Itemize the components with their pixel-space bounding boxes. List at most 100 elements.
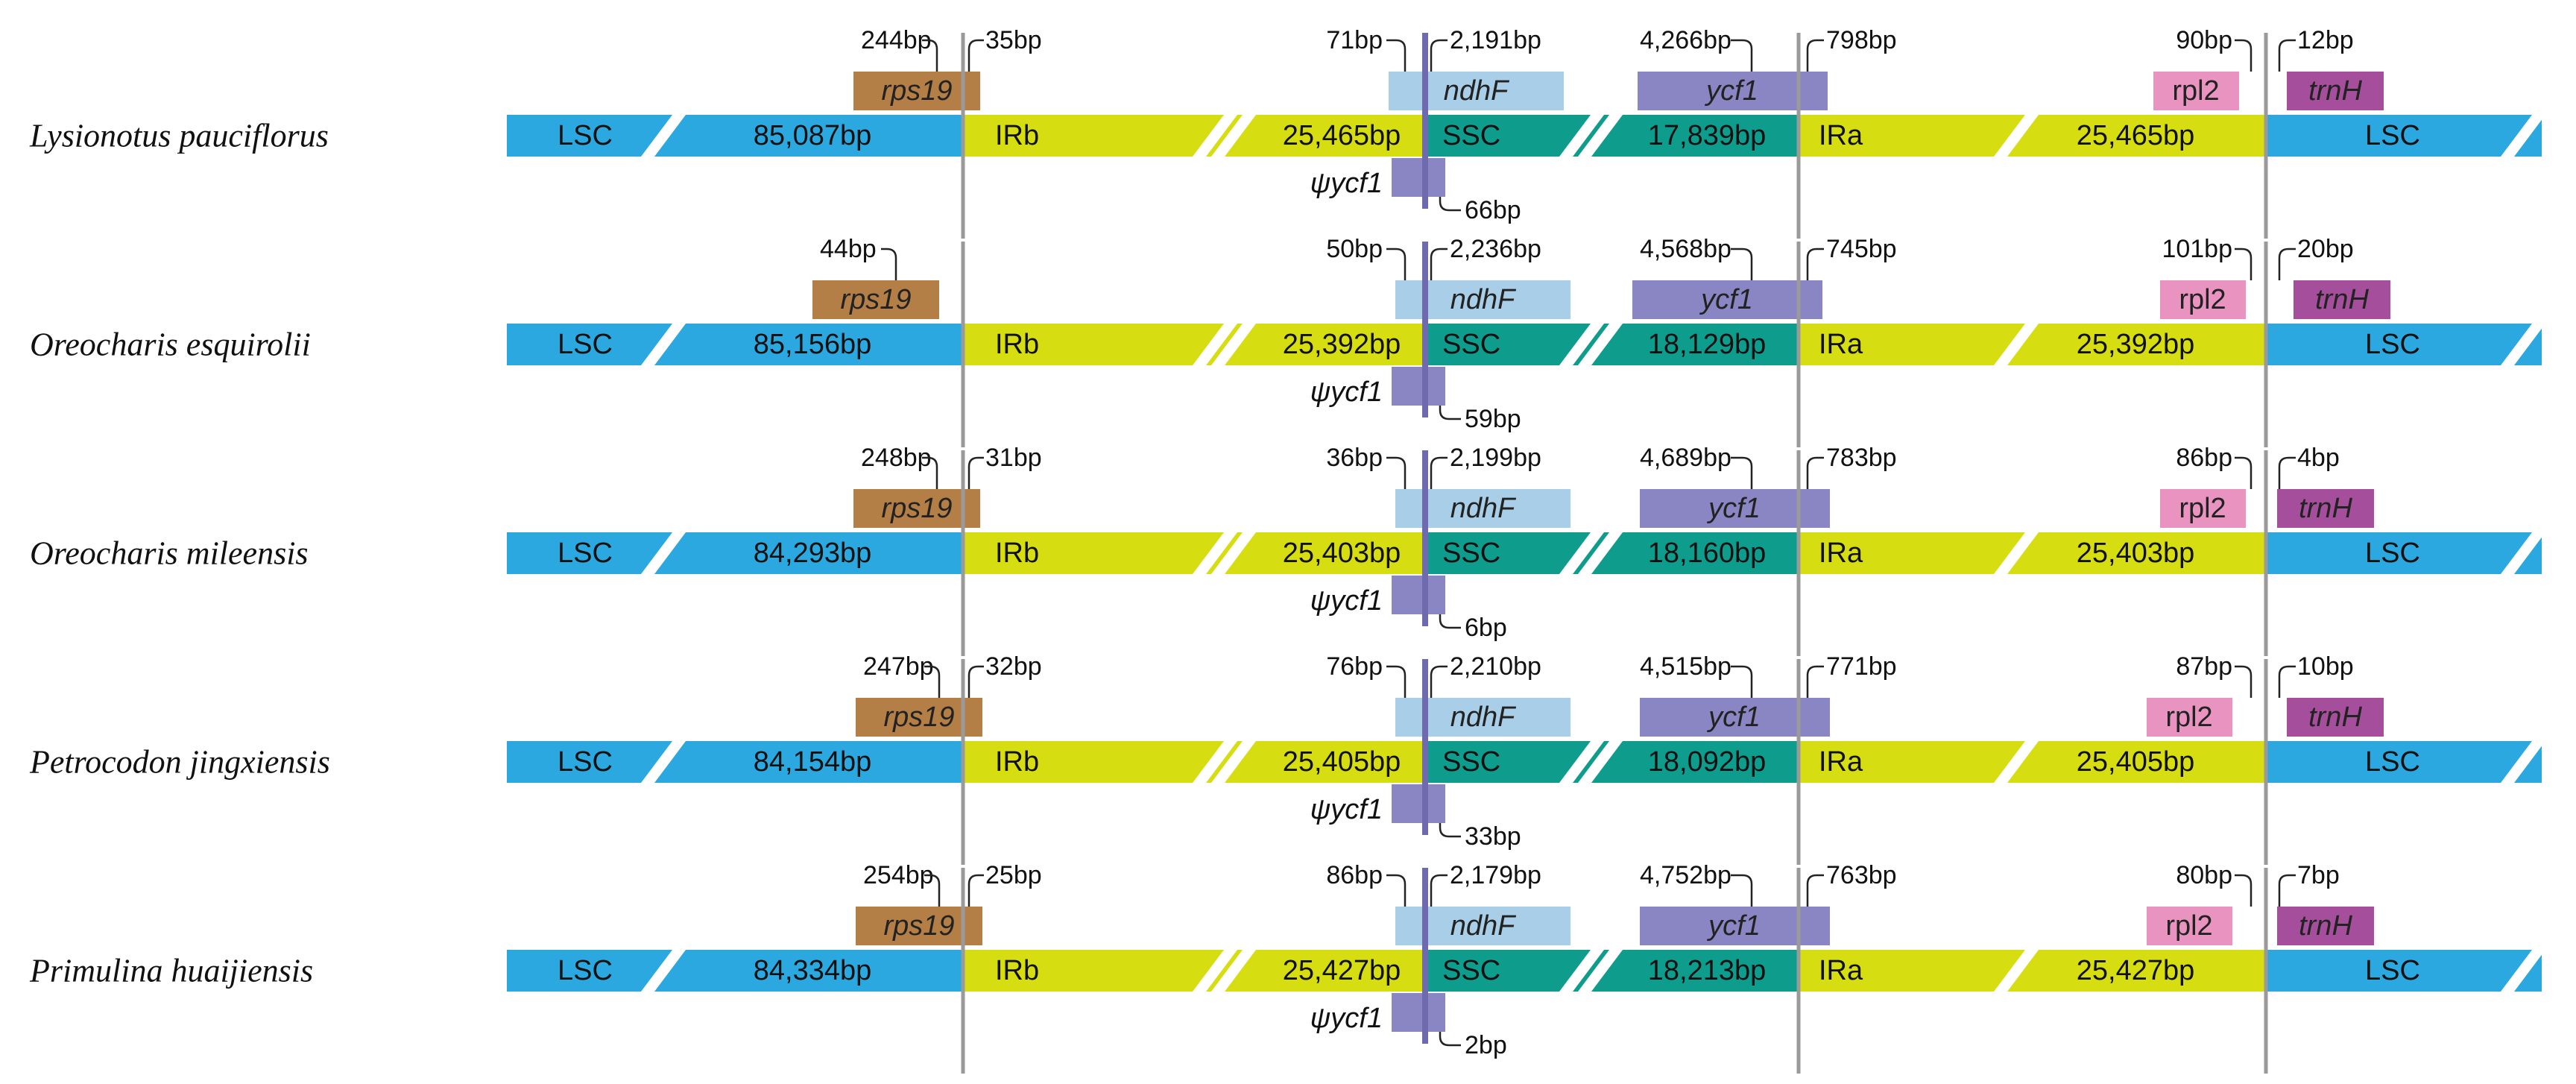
lsc-segment [507, 115, 963, 157]
lsc-end-label: LSC [2365, 120, 2420, 151]
ndhf-right-size: 2,210bp [1450, 652, 1541, 681]
rpl2-size: 86bp [2176, 444, 2232, 472]
rpl2-lead [2235, 456, 2253, 489]
ndhf-right-lead [1430, 456, 1448, 489]
break-mark [1211, 115, 1256, 157]
break-mark [641, 950, 686, 992]
ycf1-left-size: 4,689bp [1640, 444, 1731, 472]
break-mark [1559, 741, 1604, 783]
rpl2-size: 87bp [2176, 652, 2232, 681]
lsc-length: 85,087bp [754, 120, 872, 151]
rps19-left-size: 247bp [863, 652, 934, 681]
break-mark [1559, 950, 1604, 992]
rpl2-label: rpl2 [2165, 702, 2212, 733]
break-mark [2501, 532, 2545, 574]
ycf1-label: ycf1 [1706, 910, 1761, 942]
rps19-right-lead [967, 874, 984, 907]
break-mark [1994, 532, 2039, 574]
ira-length: 25,403bp [2077, 538, 2195, 569]
ycf1-left-lead [1731, 665, 1753, 698]
break-mark [641, 324, 686, 365]
ssc-length: 18,092bp [1648, 746, 1767, 778]
irb-label: IRb [995, 746, 1039, 778]
psi-ycf1-label: ψycf1 [1310, 1003, 1383, 1034]
lsc-end-segment [2266, 532, 2542, 574]
ira-label: IRa [1819, 329, 1863, 360]
lsc-end-label: LSC [2365, 538, 2420, 569]
lsc-length: 85,156bp [754, 329, 872, 360]
psi-ycf1-lead [1439, 197, 1461, 212]
rps19-right-lead [967, 456, 984, 489]
lsc-end-segment [2266, 950, 2542, 992]
ndhf-right-lead [1430, 39, 1448, 72]
trnh-size: 7bp [2297, 861, 2340, 889]
psi-ycf1-gene [1392, 784, 1445, 823]
break-mark [641, 741, 686, 783]
ndhf-right-lead [1430, 248, 1448, 280]
break-mark [1211, 532, 1256, 574]
trnh-size: 20bp [2297, 235, 2354, 263]
ssc-length: 18,160bp [1648, 538, 1767, 569]
psi-ycf1-lead [1439, 823, 1461, 838]
species-name: Oreocharis esquirolii [30, 327, 311, 363]
break-mark [1559, 115, 1604, 157]
break-mark [2501, 741, 2545, 783]
rpl2-gene [2160, 280, 2246, 319]
rps19-left-lead [922, 39, 938, 72]
break-mark [1578, 115, 1623, 157]
break-mark [641, 115, 686, 157]
lsc-end-segment [2266, 741, 2542, 783]
ndhf-right-size: 2,191bp [1450, 26, 1541, 54]
ycf1-left-lead [1731, 248, 1753, 280]
rps19-right-size: 25bp [985, 861, 1042, 889]
irb-segment [963, 115, 1425, 157]
rps19-gene [853, 489, 980, 528]
ndhf-left-size: 50bp [1326, 235, 1383, 263]
psi-ycf1-gene [1392, 993, 1445, 1032]
psi-ycf1-size: 66bp [1465, 196, 1521, 224]
ndhf-label: ndhF [1450, 493, 1516, 524]
break-mark [1578, 741, 1623, 783]
ndhf-left-lead [1386, 39, 1407, 72]
ycf1-left-lead [1731, 456, 1753, 489]
irb-length: 25,405bp [1283, 746, 1401, 778]
ndhf-left-size: 76bp [1326, 652, 1383, 681]
ira-label: IRa [1819, 746, 1863, 778]
irb-segment [963, 324, 1425, 365]
species-row: Petrocodon jingxiensis LSC 84,154bp IRb 25,4… [29, 652, 2545, 865]
ndhf-left-lead [1386, 248, 1407, 280]
rpl2-label: rpl2 [2179, 284, 2226, 315]
psi-ycf1-lead [1439, 406, 1461, 420]
rpl2-label: rpl2 [2179, 493, 2226, 524]
trnh-label: trnH [2315, 284, 2369, 315]
ycf1-label: ycf1 [1704, 75, 1758, 107]
psi-ycf1-label: ψycf1 [1310, 794, 1383, 825]
lsc-label: LSC [558, 955, 613, 986]
ndhf-right-size: 2,236bp [1450, 235, 1541, 263]
break-mark [1994, 950, 2039, 992]
irb-label: IRb [995, 955, 1039, 986]
rps19-label: rps19 [881, 493, 952, 524]
ndhf-left-lead [1386, 665, 1407, 698]
ycf1-right-lead [1806, 248, 1824, 280]
rps19-label: rps19 [840, 284, 911, 315]
break-mark [1211, 324, 1256, 365]
ndhf-right-lead [1430, 874, 1448, 907]
lsc-end-label: LSC [2365, 746, 2420, 778]
break-mark [1994, 115, 2039, 157]
ycf1-right-size: 771bp [1826, 652, 1897, 681]
lsc-label: LSC [558, 329, 613, 360]
trnh-lead [2278, 874, 2296, 907]
ira-length: 25,427bp [2077, 955, 2195, 986]
species-name: Oreocharis mileensis [30, 535, 309, 572]
irb-label: IRb [995, 120, 1039, 151]
rps19-label: rps19 [883, 702, 954, 733]
ira-label: IRa [1819, 955, 1863, 986]
ndhf-left-size: 71bp [1326, 26, 1383, 54]
irb-label: IRb [995, 329, 1039, 360]
rpl2-size: 90bp [2176, 26, 2232, 54]
rps19-label: rps19 [883, 910, 954, 942]
rpl2-gene [2160, 489, 2246, 528]
lsc-segment [507, 324, 963, 365]
break-mark [1578, 950, 1623, 992]
